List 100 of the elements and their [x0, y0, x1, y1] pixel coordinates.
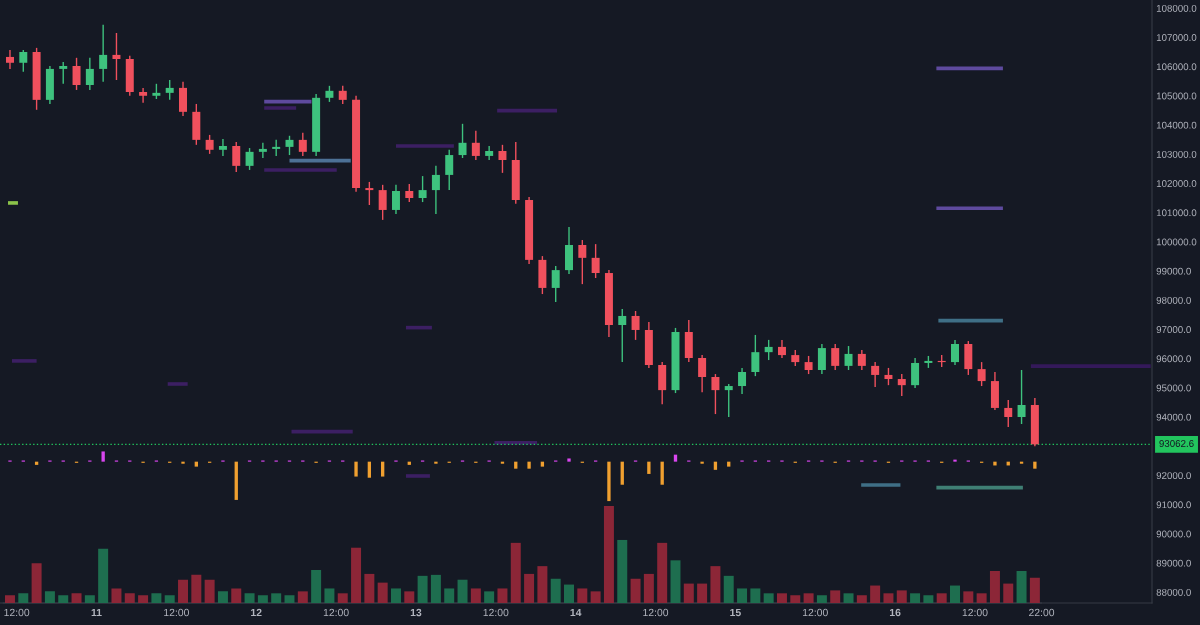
candlestick [85, 57, 94, 91]
bar [607, 461, 611, 502]
candlestick [1004, 399, 1013, 428]
x-tick-label: 12:00 [643, 608, 669, 617]
bar [620, 461, 624, 485]
bar [843, 593, 854, 603]
bar [178, 579, 189, 603]
candlestick [591, 243, 600, 279]
bar [367, 461, 372, 478]
bar [950, 585, 960, 603]
y-tick-label: 98000.0 [1156, 296, 1191, 304]
bar [58, 595, 69, 603]
bar [790, 595, 801, 603]
candlestick [1017, 369, 1026, 425]
bar [936, 593, 947, 603]
candlestick [711, 373, 720, 415]
candlestick [764, 339, 773, 361]
candlestick [179, 81, 188, 117]
bar [124, 593, 135, 603]
bar [710, 566, 721, 603]
x-tick-label: 12:00 [164, 608, 189, 617]
bar [524, 573, 535, 603]
candlestick [751, 334, 760, 377]
bar [1029, 577, 1040, 603]
bar [351, 547, 362, 603]
candlestick [19, 49, 28, 73]
bar [550, 578, 561, 603]
bar [151, 593, 162, 603]
y-tick-label: 105000.0 [1156, 92, 1197, 100]
y-tick-label: 106000.0 [1156, 63, 1197, 71]
x-tick-label: 15 [730, 608, 741, 617]
candlestick [738, 367, 747, 395]
x-tick-label: 16 [889, 608, 901, 617]
candlestick [498, 144, 507, 174]
bar [976, 593, 987, 603]
bar [590, 591, 601, 603]
y-tick-label: 89000.0 [1156, 559, 1191, 567]
candlestick [431, 165, 440, 215]
bar [856, 595, 867, 603]
bar [234, 461, 238, 500]
bar [354, 461, 358, 477]
bar [763, 593, 774, 603]
bar [271, 593, 282, 603]
bar [564, 584, 574, 603]
x-tick-label: 12:00 [4, 608, 30, 617]
candlestick [724, 383, 733, 418]
bar [567, 458, 571, 462]
bar [417, 575, 428, 603]
candlestick [897, 373, 906, 397]
candlestick [99, 24, 108, 83]
bar [953, 459, 957, 462]
bar [111, 588, 122, 603]
bar [883, 593, 894, 603]
bar [514, 461, 518, 469]
candlestick [777, 339, 786, 359]
bar [191, 574, 202, 603]
candlestick [378, 184, 387, 221]
bar [750, 588, 761, 603]
candlestick [112, 32, 121, 81]
bar [71, 593, 82, 603]
bar [537, 566, 548, 603]
y-tick-label: 102000.0 [1156, 180, 1197, 187]
bar [683, 583, 694, 603]
bar [101, 451, 105, 462]
bar [577, 588, 588, 603]
bar [697, 583, 708, 603]
bar [311, 570, 322, 603]
candlestick [618, 308, 627, 363]
candlestick [232, 141, 241, 173]
x-tick-label: 13 [410, 608, 422, 617]
candlestick [139, 87, 148, 104]
x-tick-label: 12:00 [323, 608, 349, 617]
bar [737, 588, 748, 603]
x-tick-label: 12:00 [962, 608, 988, 617]
candlestick [844, 345, 853, 371]
candlestick [218, 138, 227, 157]
bar [297, 591, 308, 603]
y-tick-label: 96000.0 [1156, 355, 1191, 363]
bar [816, 595, 827, 603]
y-tick-label: 94000.0 [1156, 413, 1191, 421]
bar [457, 579, 468, 603]
ref-line-label: 93062.6 [1159, 440, 1194, 447]
bar [381, 461, 385, 477]
candlestick [911, 357, 920, 389]
bar [390, 588, 401, 603]
bar [803, 593, 814, 603]
bar [700, 461, 704, 464]
y-tick-label: 107000.0 [1156, 34, 1197, 41]
bar [670, 560, 681, 603]
bar [18, 593, 29, 603]
bar [244, 593, 255, 603]
candlestick [245, 147, 254, 171]
candlestick [72, 57, 81, 91]
bar [404, 591, 415, 603]
candlestick [272, 139, 281, 157]
bar [324, 588, 335, 603]
bar [923, 595, 934, 603]
bar [1033, 461, 1037, 469]
bar [643, 573, 654, 603]
bar [989, 570, 1000, 603]
